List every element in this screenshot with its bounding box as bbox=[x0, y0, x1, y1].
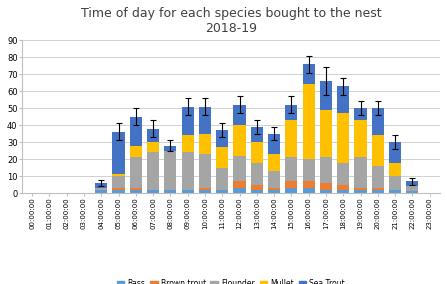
Bar bbox=[389, 176, 401, 190]
Bar bbox=[130, 117, 142, 146]
Bar bbox=[372, 188, 384, 190]
Title: Time of day for each species bought to the nest
2018-19: Time of day for each species bought to t… bbox=[80, 7, 381, 35]
Bar bbox=[130, 157, 142, 188]
Bar bbox=[372, 166, 384, 188]
Bar bbox=[113, 174, 125, 176]
Bar bbox=[285, 157, 297, 181]
Bar bbox=[303, 64, 315, 84]
Bar bbox=[113, 190, 125, 193]
Bar bbox=[233, 125, 245, 156]
Bar bbox=[216, 147, 228, 168]
Bar bbox=[320, 190, 332, 193]
Bar bbox=[199, 188, 211, 190]
Bar bbox=[233, 188, 245, 193]
Bar bbox=[199, 154, 211, 188]
Bar bbox=[389, 142, 401, 162]
Bar bbox=[337, 185, 349, 190]
Bar bbox=[130, 190, 142, 193]
Bar bbox=[216, 130, 228, 147]
Bar bbox=[389, 190, 401, 193]
Bar bbox=[406, 191, 418, 193]
Bar bbox=[372, 190, 384, 193]
Bar bbox=[181, 135, 194, 152]
Bar bbox=[268, 134, 280, 154]
Bar bbox=[251, 185, 263, 190]
Bar bbox=[251, 190, 263, 193]
Bar bbox=[337, 113, 349, 162]
Bar bbox=[233, 105, 245, 125]
Bar bbox=[320, 110, 332, 157]
Bar bbox=[233, 181, 245, 188]
Bar bbox=[268, 171, 280, 188]
Bar bbox=[164, 146, 177, 151]
Bar bbox=[147, 152, 159, 190]
Bar bbox=[216, 190, 228, 193]
Bar bbox=[113, 132, 125, 174]
Bar bbox=[130, 146, 142, 157]
Bar bbox=[303, 181, 315, 188]
Legend: Bass, Brown trout, Flounder, Mullet, Sea Trout: Bass, Brown trout, Flounder, Mullet, Sea… bbox=[114, 276, 348, 284]
Bar bbox=[303, 84, 315, 159]
Bar bbox=[285, 105, 297, 120]
Bar bbox=[147, 142, 159, 152]
Bar bbox=[285, 120, 297, 157]
Bar bbox=[285, 188, 297, 193]
Bar bbox=[337, 162, 349, 185]
Bar bbox=[268, 154, 280, 171]
Bar bbox=[337, 86, 349, 113]
Bar bbox=[181, 152, 194, 190]
Bar bbox=[320, 157, 332, 183]
Bar bbox=[354, 157, 367, 188]
Bar bbox=[354, 188, 367, 190]
Bar bbox=[251, 162, 263, 185]
Bar bbox=[354, 190, 367, 193]
Bar bbox=[147, 190, 159, 193]
Bar bbox=[337, 190, 349, 193]
Bar bbox=[95, 188, 107, 190]
Bar bbox=[199, 190, 211, 193]
Bar bbox=[354, 108, 367, 120]
Bar bbox=[354, 120, 367, 157]
Bar bbox=[130, 188, 142, 190]
Bar bbox=[251, 142, 263, 162]
Bar bbox=[251, 127, 263, 142]
Bar bbox=[164, 190, 177, 193]
Bar bbox=[95, 190, 107, 193]
Bar bbox=[199, 134, 211, 154]
Bar bbox=[95, 183, 107, 188]
Bar bbox=[268, 190, 280, 193]
Bar bbox=[164, 151, 177, 190]
Bar bbox=[406, 186, 418, 191]
Bar bbox=[303, 188, 315, 193]
Bar bbox=[181, 190, 194, 193]
Bar bbox=[147, 129, 159, 142]
Bar bbox=[389, 162, 401, 176]
Bar bbox=[113, 176, 125, 188]
Bar bbox=[268, 188, 280, 190]
Bar bbox=[406, 181, 418, 186]
Bar bbox=[285, 181, 297, 188]
Bar bbox=[320, 81, 332, 110]
Bar bbox=[181, 106, 194, 135]
Bar bbox=[199, 106, 211, 134]
Bar bbox=[113, 188, 125, 190]
Bar bbox=[372, 135, 384, 166]
Bar bbox=[233, 156, 245, 181]
Bar bbox=[303, 159, 315, 181]
Bar bbox=[320, 183, 332, 190]
Bar bbox=[216, 168, 228, 190]
Bar bbox=[372, 108, 384, 135]
